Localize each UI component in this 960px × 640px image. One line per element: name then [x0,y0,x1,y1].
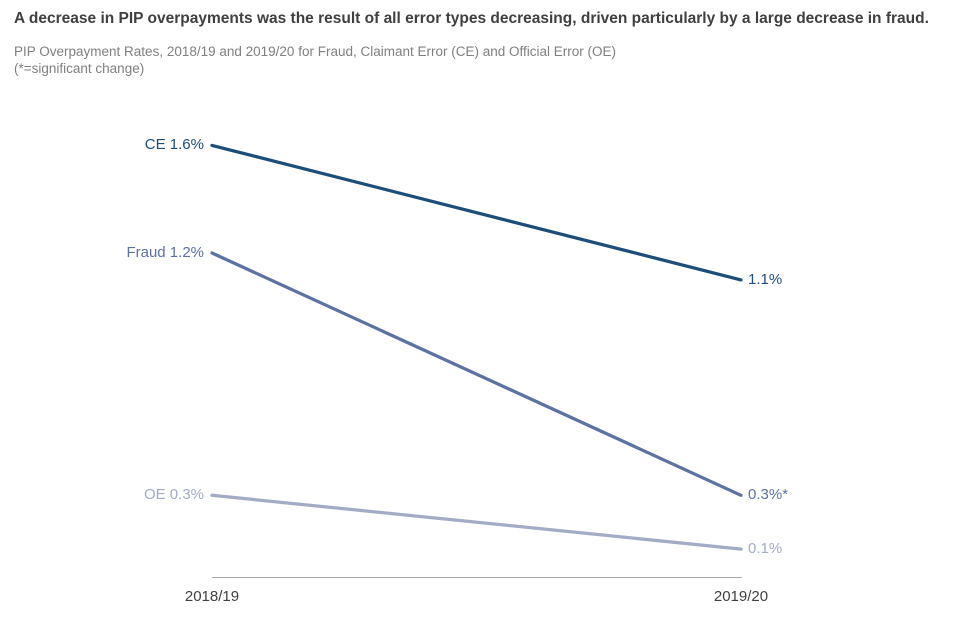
chart-subtitle: PIP Overpayment Rates, 2018/19 and 2019/… [14,44,617,59]
series-end-label-ce: 1.1% [748,271,783,288]
series-start-label-fraud: Fraud 1.2% [126,244,204,261]
series-start-label-oe: OE 0.3% [143,486,204,503]
chart-header: A decrease in PIP overpayments was the r… [14,8,938,77]
chart-headline: A decrease in PIP overpayments was the r… [14,10,929,27]
series-start-label-ce: CE 1.6% [144,136,204,153]
chart-significance-note: (*=significant change) [14,61,145,76]
x-axis-line [212,577,742,578]
series-line-ce [210,143,743,282]
x-axis-label-2018-19: 2018/19 [184,588,240,605]
series-end-label-oe: 0.1% [748,540,783,557]
series-line-oe [210,493,743,551]
x-axis-label-2019-20: 2019/20 [713,588,769,605]
series-line-fraud [210,251,743,497]
series-end-label-fraud: 0.3%* [748,486,789,503]
